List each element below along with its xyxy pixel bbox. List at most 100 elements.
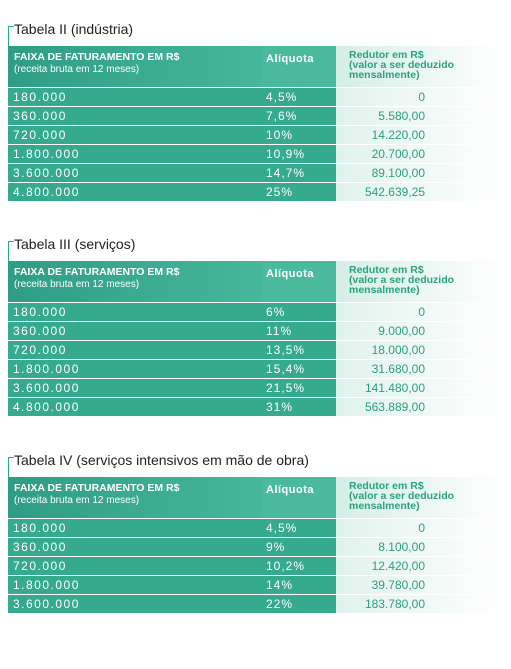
header-note: (receita bruta em 12 meses) bbox=[14, 64, 140, 75]
range-cell: 4.800.000 bbox=[8, 398, 262, 416]
rate-cell: 13,5% bbox=[262, 341, 336, 359]
range-cell: 720.000 bbox=[8, 126, 262, 144]
reducer-cell: 31.680,00 bbox=[336, 360, 503, 378]
rate-cell: 14,7% bbox=[262, 164, 336, 182]
table: Tabela II (indústria) FAIXA DE FATURAMENT… bbox=[8, 18, 503, 238]
table-row: 360.000 9% 8.100,00 bbox=[8, 537, 503, 556]
table-row: 1.800.000 15,4% 31.680,00 bbox=[8, 359, 503, 378]
header-reducer: Redutor em R$ (valor a ser deduzido mensa… bbox=[336, 477, 503, 518]
table-row: 1.800.000 10,9% 20.700,00 bbox=[8, 144, 503, 163]
reducer-cell: 141.480,00 bbox=[336, 379, 503, 397]
range-cell: 4.800.000 bbox=[8, 183, 262, 201]
header-reducer: Redutor em R$ (valor a ser deduzido mensa… bbox=[336, 261, 503, 302]
range-cell: 3.600.000 bbox=[8, 164, 262, 182]
rate-cell: 9% bbox=[262, 538, 336, 556]
table-row: 360.000 11% 9.000,00 bbox=[8, 321, 503, 340]
reducer-cell: 183.780,00 bbox=[336, 595, 503, 613]
header-text: Alíquota bbox=[266, 268, 314, 280]
rate-cell: 10,2% bbox=[262, 557, 336, 575]
range-cell: 360.000 bbox=[8, 538, 262, 556]
range-cell: 3.600.000 bbox=[8, 379, 262, 397]
page: Tabela II (indústria) FAIXA DE FATURAMENT… bbox=[8, 18, 503, 613]
rate-cell: 22% bbox=[262, 595, 336, 613]
rate-cell: 11% bbox=[262, 322, 336, 340]
reducer-cell: 14.220,00 bbox=[336, 126, 503, 144]
rate-cell: 10% bbox=[262, 126, 336, 144]
table-header: FAIXA DE FATURAMENTO EM R$ (receita bruta… bbox=[8, 477, 503, 518]
rate-cell: 21,5% bbox=[262, 379, 336, 397]
table-row: 4.800.000 31% 563.889,00 bbox=[8, 397, 503, 416]
header-text: Redutor em R$ bbox=[349, 49, 424, 61]
table-row: 4.800.000 25% 542.639,25 bbox=[8, 182, 503, 201]
table: Tabela III (serviços) FAIXA DE FATURAMENT… bbox=[8, 233, 503, 453]
table-title: Tabela II (indústria) bbox=[8, 18, 133, 47]
header-text: Redutor em R$ bbox=[349, 480, 424, 492]
table-title: Tabela IV (serviços intensivos em mão de… bbox=[8, 449, 309, 478]
rate-cell: 15,4% bbox=[262, 360, 336, 378]
table-row: 720.000 10,2% 12.420,00 bbox=[8, 556, 503, 575]
table-row: 180.000 4,5% 0 bbox=[8, 87, 503, 106]
range-cell: 1.800.000 bbox=[8, 145, 262, 163]
header-rate: Alíquota bbox=[262, 261, 336, 302]
reducer-cell: 39.780,00 bbox=[336, 576, 503, 594]
rate-cell: 4,5% bbox=[262, 519, 336, 537]
table-header: FAIXA DE FATURAMENTO EM R$ (receita bruta… bbox=[8, 261, 503, 302]
header-text: Alíquota bbox=[266, 53, 314, 65]
header-note: (valor a ser deduzido mensalmente) bbox=[349, 59, 455, 81]
header-range: FAIXA DE FATURAMENTO EM R$ (receita bruta… bbox=[8, 477, 262, 518]
reducer-cell: 18.000,00 bbox=[336, 341, 503, 359]
reducer-cell: 8.100,00 bbox=[336, 538, 503, 556]
range-cell: 360.000 bbox=[8, 322, 262, 340]
table-row: 720.000 10% 14.220,00 bbox=[8, 125, 503, 144]
range-cell: 180.000 bbox=[8, 519, 262, 537]
table-title: Tabela III (serviços) bbox=[8, 233, 135, 262]
range-cell: 360.000 bbox=[8, 107, 262, 125]
reducer-cell: 89.100,00 bbox=[336, 164, 503, 182]
reducer-cell: 542.639,25 bbox=[336, 183, 503, 201]
reducer-cell: 20.700,00 bbox=[336, 145, 503, 163]
rate-cell: 7,6% bbox=[262, 107, 336, 125]
table-row: 3.600.000 14,7% 89.100,00 bbox=[8, 163, 503, 182]
range-cell: 720.000 bbox=[8, 341, 262, 359]
header-note: (valor a ser deduzido mensalmente) bbox=[349, 490, 455, 512]
range-cell: 180.000 bbox=[8, 88, 262, 106]
header-text: Alíquota bbox=[266, 484, 314, 496]
rate-cell: 14% bbox=[262, 576, 336, 594]
range-cell: 1.800.000 bbox=[8, 576, 262, 594]
header-note: (valor a ser deduzido mensalmente) bbox=[349, 274, 455, 296]
header-rate: Alíquota bbox=[262, 477, 336, 518]
reducer-cell: 0 bbox=[336, 519, 503, 537]
reducer-cell: 5.580,00 bbox=[336, 107, 503, 125]
reducer-cell: 563.889,00 bbox=[336, 398, 503, 416]
table-row: 3.600.000 22% 183.780,00 bbox=[8, 594, 503, 613]
table-row: 720.000 13,5% 18.000,00 bbox=[8, 340, 503, 359]
range-cell: 180.000 bbox=[8, 303, 262, 321]
rate-cell: 6% bbox=[262, 303, 336, 321]
header-text: FAIXA DE FATURAMENTO EM R$ bbox=[14, 482, 180, 494]
table-row: 360.000 7,6% 5.580,00 bbox=[8, 106, 503, 125]
range-cell: 1.800.000 bbox=[8, 360, 262, 378]
range-cell: 720.000 bbox=[8, 557, 262, 575]
table: Tabela IV (serviços intensivos em mão de… bbox=[8, 449, 503, 669]
reducer-cell: 9.000,00 bbox=[336, 322, 503, 340]
header-reducer: Redutor em R$ (valor a ser deduzido mensa… bbox=[336, 46, 503, 87]
table-row: 1.800.000 14% 39.780,00 bbox=[8, 575, 503, 594]
header-note: (receita bruta em 12 meses) bbox=[14, 279, 140, 290]
reducer-cell: 0 bbox=[336, 303, 503, 321]
reducer-cell: 12.420,00 bbox=[336, 557, 503, 575]
rate-cell: 10,9% bbox=[262, 145, 336, 163]
rate-cell: 31% bbox=[262, 398, 336, 416]
header-text: FAIXA DE FATURAMENTO EM R$ bbox=[14, 266, 180, 278]
table-row: 180.000 6% 0 bbox=[8, 302, 503, 321]
header-range: FAIXA DE FATURAMENTO EM R$ (receita bruta… bbox=[8, 46, 262, 87]
rate-cell: 4,5% bbox=[262, 88, 336, 106]
header-text: FAIXA DE FATURAMENTO EM R$ bbox=[14, 51, 180, 63]
header-rate: Alíquota bbox=[262, 46, 336, 87]
table-row: 3.600.000 21,5% 141.480,00 bbox=[8, 378, 503, 397]
header-text: Redutor em R$ bbox=[349, 264, 424, 276]
range-cell: 3.600.000 bbox=[8, 595, 262, 613]
table-header: FAIXA DE FATURAMENTO EM R$ (receita bruta… bbox=[8, 46, 503, 87]
header-note: (receita bruta em 12 meses) bbox=[14, 495, 140, 506]
table-row: 180.000 4,5% 0 bbox=[8, 518, 503, 537]
header-range: FAIXA DE FATURAMENTO EM R$ (receita bruta… bbox=[8, 261, 262, 302]
